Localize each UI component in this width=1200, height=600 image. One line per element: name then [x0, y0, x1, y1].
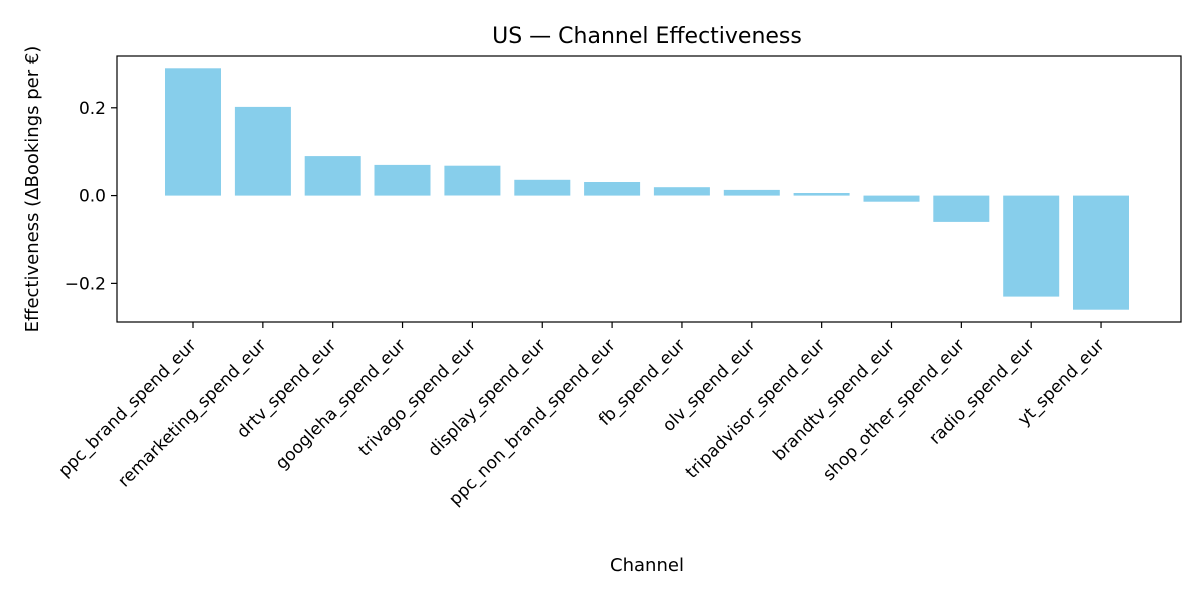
bars: [165, 68, 1129, 310]
x-axis-label: Channel: [610, 555, 684, 576]
bar-fb_spend_eur: [653, 187, 710, 196]
bar-display_spend_eur: [514, 179, 571, 196]
x-tick-label-brandtv_spend_eur: brandtv_spend_eur: [769, 335, 899, 465]
bar-ppc_non_brand_spend_eur: [584, 182, 641, 196]
x-tick-label-display_spend_eur: display_spend_eur: [424, 335, 549, 460]
x-tick-label-tripadvisor_spend_eur: tripadvisor_spend_eur: [682, 335, 829, 482]
chart-title: US — Channel Effectiveness: [492, 24, 802, 49]
bar-remarketing_spend_eur: [234, 106, 291, 196]
y-axis-label: Effectiveness (ΔBookings per €): [22, 46, 43, 333]
bar-trivago_spend_eur: [444, 165, 501, 196]
x-axis: ppc_brand_spend_eurremarketing_spend_eur…: [55, 322, 1109, 510]
bar-ppc_brand_spend_eur: [165, 68, 221, 196]
y-axis: −0.2 0.0 0.2: [65, 99, 117, 294]
bar-drtv_spend_eur: [304, 156, 361, 196]
bar-tripadvisor_spend_eur: [793, 193, 850, 196]
x-tick-label-googleha_spend_eur: googleha_spend_eur: [272, 335, 410, 473]
x-tick-label-ppc_brand_spend_eur: ppc_brand_spend_eur: [55, 335, 201, 481]
bar-googleha_spend_eur: [374, 164, 431, 196]
bar-radio_spend_eur: [1003, 195, 1060, 297]
x-tick-label-shop_other_spend_eur: shop_other_spend_eur: [819, 335, 969, 485]
y-tick-label: 0.2: [79, 99, 106, 119]
bar-olv_spend_eur: [723, 189, 780, 196]
bar-shop_other_spend_eur: [933, 195, 990, 222]
y-tick-label: −0.2: [65, 274, 106, 294]
y-tick-label: 0.0: [79, 187, 106, 207]
bar-yt_spend_eur: [1073, 195, 1129, 310]
bar-brandtv_spend_eur: [863, 195, 920, 202]
x-tick-label-trivago_spend_eur: trivago_spend_eur: [355, 335, 480, 460]
plot-frame: [116, 55, 1182, 323]
